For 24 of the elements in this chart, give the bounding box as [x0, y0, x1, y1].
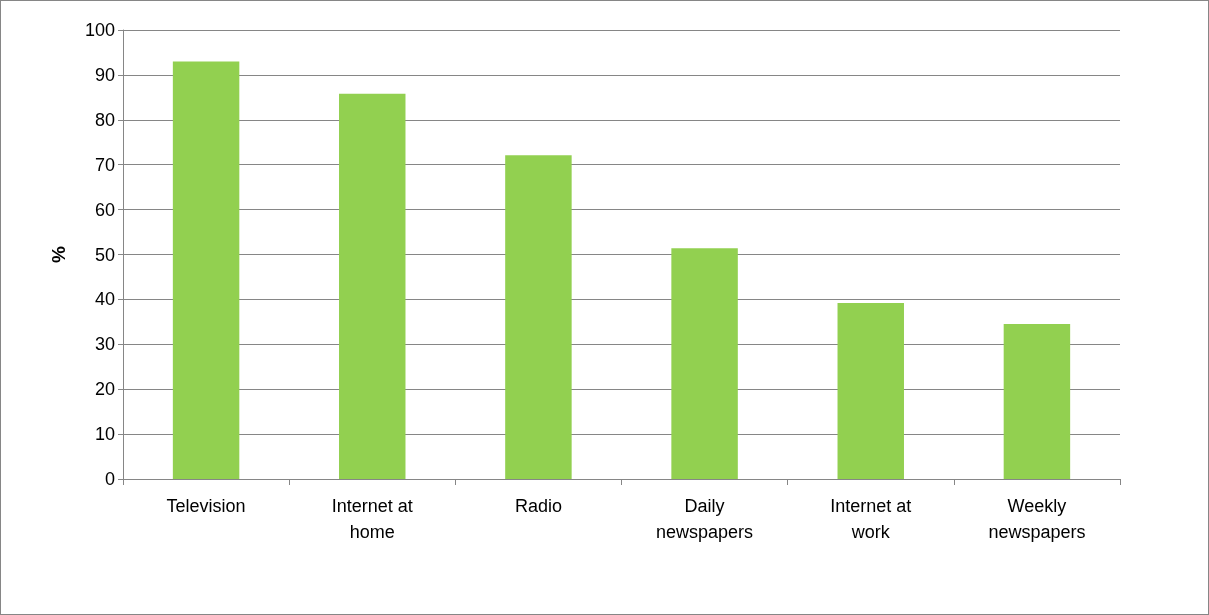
bar	[505, 155, 572, 479]
bar	[1003, 324, 1071, 479]
y-tick-label: 20	[94, 379, 115, 400]
y-tick-label: 30	[94, 334, 115, 355]
y-tick-label: 90	[94, 64, 115, 85]
y-tick-label: 50	[94, 244, 115, 265]
y-tick-label: 0	[104, 469, 115, 489]
x-tick-label: Weekly newspapers	[988, 496, 1086, 542]
y-tick-label: 40	[94, 289, 115, 310]
bar	[837, 302, 904, 479]
x-tick-label: Internet at work	[830, 496, 912, 542]
x-tick-label: Daily newspapers	[656, 496, 754, 542]
y-tick-label: 80	[94, 109, 115, 130]
bar	[671, 248, 738, 479]
y-tick-label: 70	[94, 154, 115, 175]
y-tick-label: 100	[84, 20, 115, 40]
x-tick-label: Television	[166, 496, 246, 516]
x-tick-label: Internet at home	[331, 496, 413, 542]
y-tick-label: 60	[94, 199, 115, 220]
y-tick-label: 10	[94, 424, 115, 445]
x-tick-label: Radio	[514, 496, 562, 516]
y-axis-title: %	[48, 245, 69, 263]
bar	[339, 93, 406, 479]
bar	[172, 61, 240, 479]
